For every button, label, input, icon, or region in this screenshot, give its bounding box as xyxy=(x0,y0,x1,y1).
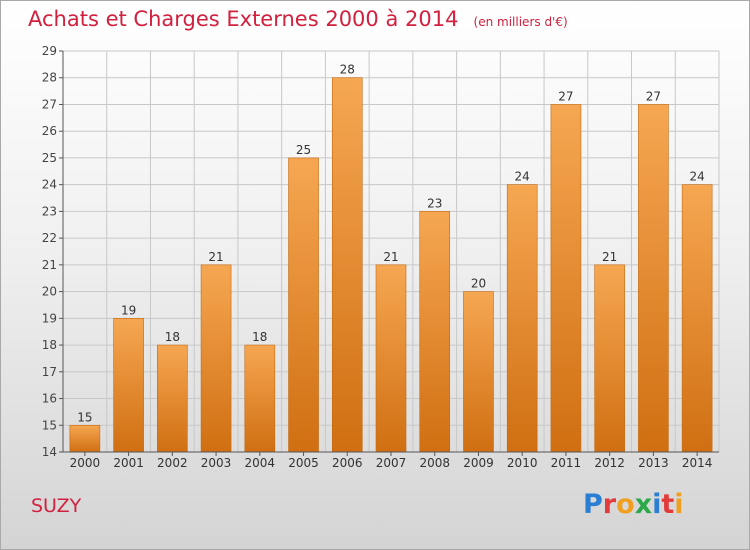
bar xyxy=(638,104,669,453)
bar xyxy=(506,184,538,453)
y-tick-label: 27 xyxy=(42,97,57,111)
data-label: 27 xyxy=(646,89,661,103)
data-label: 15 xyxy=(77,410,92,424)
data-label: 24 xyxy=(689,170,704,184)
x-tick-label: 2000 xyxy=(70,456,101,470)
y-tick-label: 28 xyxy=(42,71,57,85)
x-tick-label: 2003 xyxy=(201,456,232,470)
x-tick-label: 2001 xyxy=(113,456,144,470)
x-tick-label: 2008 xyxy=(419,456,450,470)
y-tick-label: 24 xyxy=(42,178,57,192)
data-label: 18 xyxy=(165,330,180,344)
y-tick-label: 15 xyxy=(42,418,57,432)
y-tick-label: 16 xyxy=(42,392,57,406)
y-tick-label: 14 xyxy=(42,445,57,459)
label-layer: 15 19 18 21 18 25 28 21 23 20 24 27 21 27 24 xyxy=(77,63,705,425)
y-tick-label: 20 xyxy=(42,285,57,299)
data-label: 19 xyxy=(121,303,136,317)
y-tick-label: 17 xyxy=(42,365,57,379)
logo-letter: r xyxy=(602,489,617,520)
x-tick-label: 2013 xyxy=(638,456,669,470)
y-tick-label: 26 xyxy=(42,124,57,138)
bar xyxy=(113,318,144,453)
bar xyxy=(594,264,625,453)
chart-title: Achats et Charges Externes 2000 à 2014 xyxy=(28,7,459,31)
unit-note: (en milliers d'€) xyxy=(473,15,568,29)
x-tick-label: 2004 xyxy=(245,456,276,470)
logo-letter: x xyxy=(634,489,653,520)
bar xyxy=(331,77,363,453)
bar xyxy=(681,184,713,453)
data-label: 24 xyxy=(515,170,530,184)
bar xyxy=(157,344,188,453)
data-label: 21 xyxy=(208,250,223,264)
title-row: Achats et Charges Externes 2000 à 2014 (… xyxy=(28,7,568,31)
bar-layer xyxy=(69,77,713,453)
y-tick-label: 21 xyxy=(42,258,57,272)
bar xyxy=(69,424,101,453)
data-label: 21 xyxy=(602,250,617,264)
y-tick-label: 29 xyxy=(42,44,57,58)
x-tick-label: 2014 xyxy=(682,456,713,470)
axis-layer: 14 15 16 17 18 19 20 21 22 23 24 25 26 27 28 29 2000 2001… xyxy=(42,44,719,470)
bar xyxy=(244,344,276,453)
data-label: 21 xyxy=(383,250,398,264)
x-tick-label: 2006 xyxy=(332,456,363,470)
x-tick-label: 2011 xyxy=(551,456,582,470)
bar xyxy=(550,104,582,453)
x-tick-label: 2009 xyxy=(463,456,494,470)
proxiti-logo: Proxiti xyxy=(583,489,684,520)
x-tick-label: 2012 xyxy=(594,456,625,470)
data-label: 20 xyxy=(471,277,486,291)
data-label: 25 xyxy=(296,143,311,157)
y-tick-label: 25 xyxy=(42,151,57,165)
logo-letter: o xyxy=(616,489,635,520)
bar xyxy=(463,291,494,453)
bar xyxy=(200,264,232,453)
y-tick-label: 19 xyxy=(42,311,57,325)
x-tick-label: 2010 xyxy=(507,456,538,470)
bar xyxy=(375,264,407,453)
data-label: 18 xyxy=(252,330,267,344)
logo-letter: P xyxy=(583,489,603,520)
data-label: 28 xyxy=(340,63,355,77)
y-tick-label: 18 xyxy=(42,338,57,352)
logo-letter: i xyxy=(674,489,684,520)
bar xyxy=(419,211,451,453)
data-label: 23 xyxy=(427,196,442,210)
logo-letter: t xyxy=(661,489,675,520)
y-tick-label: 23 xyxy=(42,204,57,218)
bar xyxy=(288,157,319,453)
y-tick-label: 22 xyxy=(42,231,57,245)
x-tick-label: 2002 xyxy=(157,456,188,470)
x-tick-label: 2007 xyxy=(376,456,407,470)
logo-letter: i xyxy=(652,489,662,520)
commune-name: SUZY xyxy=(31,495,82,517)
x-tick-label: 2005 xyxy=(288,456,319,470)
data-label: 27 xyxy=(558,89,573,103)
